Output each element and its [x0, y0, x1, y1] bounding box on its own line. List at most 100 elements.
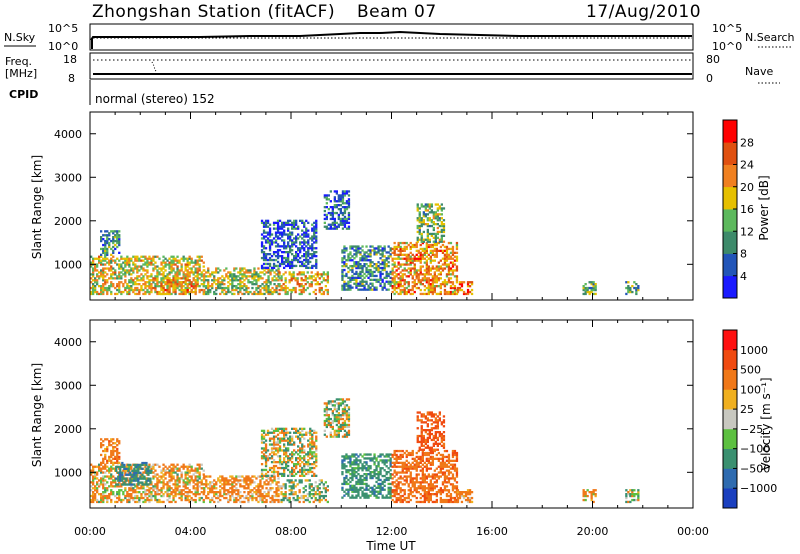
data-cell	[286, 496, 289, 500]
data-cell	[102, 457, 105, 460]
data-cell	[427, 265, 430, 268]
data-cell	[343, 421, 347, 425]
data-cell	[420, 203, 423, 206]
data-cell	[299, 264, 302, 268]
data-cell	[288, 481, 291, 484]
data-cell	[136, 269, 139, 272]
data-cell	[301, 219, 304, 222]
data-cell	[423, 277, 426, 280]
data-cell	[337, 433, 340, 436]
data-cell	[631, 285, 634, 288]
data-cell	[104, 465, 107, 468]
data-cell	[455, 267, 459, 270]
data-cell	[278, 431, 282, 434]
data-cell	[323, 196, 326, 199]
data-cell	[184, 475, 187, 478]
data-cell	[194, 493, 197, 496]
data-cell	[301, 443, 304, 446]
data-cell	[423, 285, 426, 288]
data-cell	[276, 449, 280, 452]
data-cell	[373, 490, 376, 493]
data-cell	[110, 500, 113, 504]
data-cell	[353, 471, 356, 474]
data-cell	[162, 255, 165, 258]
data-cell	[431, 279, 434, 282]
data-cell	[347, 282, 350, 285]
data-cell	[98, 463, 101, 466]
data-cell	[343, 476, 346, 480]
data-cell	[435, 269, 438, 272]
data-cell	[373, 247, 376, 250]
data-cell	[629, 288, 632, 292]
data-cell	[343, 217, 347, 221]
data-cell	[343, 211, 347, 215]
data-cell	[427, 290, 430, 294]
data-cell	[337, 414, 340, 417]
data-cell	[284, 491, 287, 494]
data-cell	[150, 259, 153, 262]
data-cell	[393, 253, 396, 256]
data-cell	[291, 443, 294, 446]
data-cell	[323, 225, 326, 228]
data-cell	[184, 283, 187, 286]
data-cell	[381, 272, 384, 276]
data-cell	[347, 416, 351, 419]
data-cell	[322, 494, 325, 498]
data-cell	[379, 249, 382, 252]
data-cell	[104, 447, 107, 451]
data-cell	[294, 277, 297, 280]
data-cell	[313, 247, 316, 250]
data-cell	[423, 288, 426, 292]
data-cell	[134, 255, 137, 258]
data-cell	[375, 278, 378, 281]
data-cell	[311, 451, 314, 454]
data-cell	[134, 267, 137, 270]
data-cell	[301, 262, 304, 266]
data-cell	[283, 451, 286, 454]
data-cell	[307, 464, 310, 468]
data-cell	[419, 269, 422, 272]
data-cell	[128, 493, 131, 496]
data-cell	[110, 473, 113, 476]
data-cell	[418, 224, 421, 228]
data-cell	[225, 275, 228, 278]
data-cell	[280, 493, 283, 496]
data-cell	[293, 237, 296, 240]
data-cell	[264, 223, 268, 226]
data-cell	[162, 279, 165, 282]
data-cell	[282, 483, 285, 486]
data-cell	[451, 261, 455, 264]
data-cell	[335, 419, 338, 423]
data-cell	[146, 489, 149, 492]
data-cell	[274, 470, 278, 474]
data-cell	[136, 496, 139, 500]
data-cell	[186, 494, 189, 498]
data-cell	[445, 292, 449, 296]
data-cell	[357, 469, 360, 472]
data-cell	[268, 453, 272, 456]
data-cell	[329, 423, 332, 427]
data-cell	[221, 279, 224, 282]
data-cell	[413, 245, 416, 249]
data-cell	[287, 233, 290, 236]
data-cell	[102, 251, 105, 254]
data-cell	[190, 267, 193, 270]
data-cell	[297, 445, 300, 448]
data-cell	[235, 487, 238, 490]
data-cell	[443, 263, 447, 266]
data-cell	[302, 273, 305, 276]
data-cell	[375, 286, 378, 289]
data-cell	[387, 265, 390, 268]
data-cell	[154, 475, 157, 478]
data-cell	[270, 449, 274, 452]
data-cell	[283, 437, 286, 440]
data-cell	[194, 281, 197, 284]
data-cell	[146, 285, 149, 288]
data-cell	[594, 288, 597, 292]
data-cell	[339, 414, 342, 417]
data-cell	[270, 431, 274, 434]
data-cell	[299, 256, 302, 260]
data-cell	[308, 483, 311, 486]
data-cell	[417, 277, 420, 280]
data-cell	[233, 479, 236, 482]
